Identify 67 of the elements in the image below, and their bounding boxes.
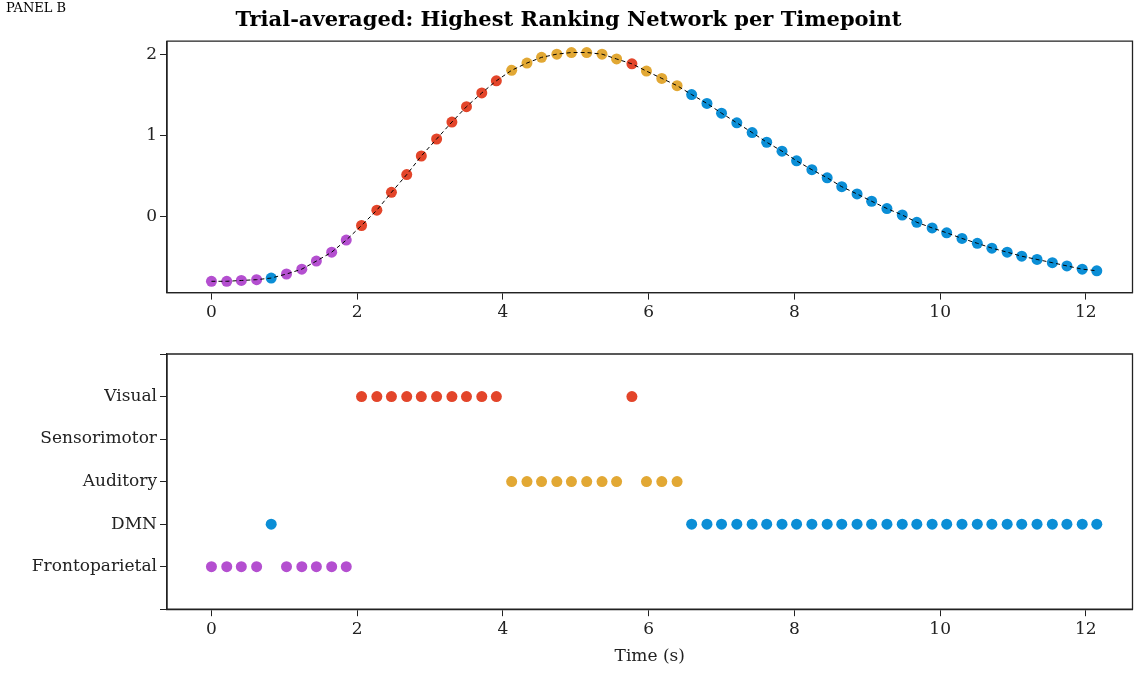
point [1091,265,1103,277]
x-tick-label: 2 [351,301,363,322]
point [716,107,728,119]
point [926,518,938,530]
point [686,89,698,101]
point [956,518,968,530]
point [401,169,413,181]
point [866,195,878,207]
point [205,275,217,287]
point [221,275,233,287]
point [941,518,953,530]
x-tick-label: 2 [351,617,363,638]
point [1031,253,1043,265]
y-tick-label: Auditory [81,470,158,491]
point [1046,257,1058,269]
point [460,101,472,113]
point [1076,518,1088,530]
point [986,518,998,530]
point [866,518,878,530]
point [1016,518,1028,530]
point [356,220,368,232]
y-tick-label: 0 [146,205,157,226]
point [746,127,758,139]
point [611,53,623,65]
point [971,518,983,530]
y-tick-label: Sensorimotor [40,427,158,448]
x-tick-label: 0 [206,617,217,638]
y-tick-label: 1 [146,124,157,145]
x-axis-title: Time (s) [614,645,685,666]
point [1046,518,1058,530]
point [911,518,923,530]
x-tick-label: 4 [497,617,509,638]
point [911,216,923,228]
y-tick-label: 2 [146,43,157,64]
point [536,51,548,63]
point [1031,518,1043,530]
point [836,518,848,530]
y-tick-label: Frontoparietal [31,555,157,576]
x-tick-label: 0 [206,301,217,322]
chart-title: Trial-averaged: Highest Ranking Network per Timepoint [235,6,902,32]
x-tick-label: 4 [497,301,509,322]
point [851,518,863,530]
point [1001,518,1013,530]
point [385,186,397,198]
point [896,518,908,530]
x-tick-label: 8 [788,301,800,322]
x-tick-label: 6 [643,617,655,638]
x-tick-label: 10 [929,617,951,638]
point [881,518,893,530]
x-tick-label: 12 [1075,617,1097,638]
point [971,237,983,249]
point [656,72,668,84]
point [251,274,263,286]
y-tick-label: Visual [103,384,157,405]
point [235,274,247,286]
point [836,181,848,193]
point [1091,518,1103,530]
x-tick-label: 12 [1075,301,1097,322]
text: PANEL B [6,0,67,15]
x-tick-label: 10 [929,301,951,322]
point [326,246,338,258]
x-tick-label: 8 [788,617,800,638]
y-tick-label: DMN [111,512,158,533]
point [490,75,502,87]
point [1061,518,1073,530]
point [565,47,577,59]
x-tick-label: 6 [643,301,655,322]
